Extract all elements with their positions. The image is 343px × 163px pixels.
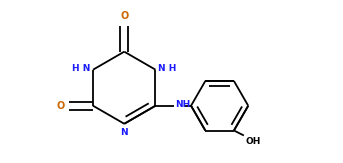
Text: O: O <box>120 11 128 21</box>
Text: OH: OH <box>245 137 260 147</box>
Text: H N: H N <box>72 64 90 73</box>
Text: N H: N H <box>158 64 177 73</box>
Text: O: O <box>57 101 65 111</box>
Text: NH: NH <box>175 100 191 109</box>
Text: N: N <box>120 128 128 137</box>
